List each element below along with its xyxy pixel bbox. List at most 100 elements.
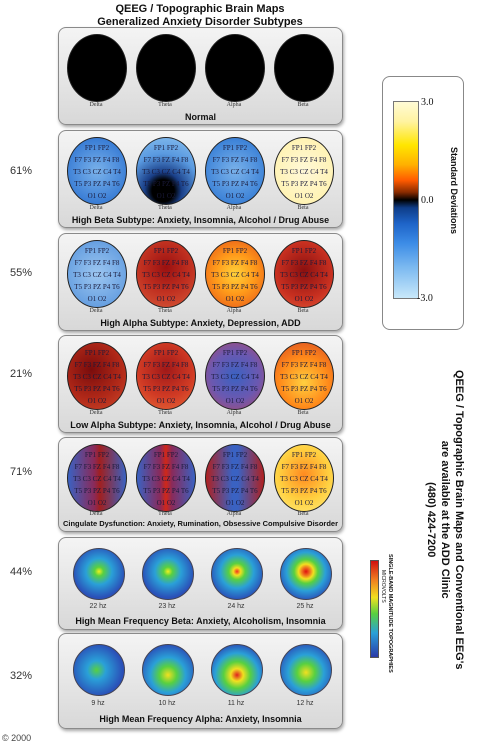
electrode-labels: F7 F3 FZ F4 F8	[212, 156, 258, 164]
topo-map-12hz	[280, 644, 332, 696]
electrode-labels: O1 O2	[225, 192, 245, 200]
electrode-labels: O1 O2	[294, 192, 314, 200]
electrode-labels: FP1 FP2	[222, 451, 248, 459]
frequency-label: 12 hz	[296, 700, 314, 707]
title-line-2: Generalized Anxiety Disorder Subtypes	[97, 16, 303, 28]
color-scale-bar	[393, 101, 419, 299]
electrode-labels: O1 O2	[225, 295, 245, 303]
band-label: Beta	[297, 102, 309, 108]
scale-mid: 0.0	[421, 195, 434, 206]
topo-map-25hz	[280, 548, 332, 600]
band-label: Beta	[297, 205, 309, 211]
electrode-labels: T3 C3 CZ C4 T4	[211, 475, 259, 483]
electrode-labels: F7 F3 FZ F4 F8	[212, 259, 258, 267]
electrode-labels: T5 P3 PZ P4 T6	[281, 487, 327, 495]
brain-map-alpha	[205, 34, 265, 102]
electrode-labels: O1 O2	[156, 192, 176, 200]
electrode-labels: T3 C3 CZ C4 T4	[73, 373, 121, 381]
electrode-labels: T3 C3 CZ C4 T4	[211, 271, 259, 279]
panel-caption: Low Alpha Subtype: Anxiety, Insomnia, Al…	[70, 420, 331, 430]
electrode-labels: O1 O2	[87, 397, 107, 405]
frequency-label: 10 hz	[158, 700, 176, 707]
panel-caption: High Beta Subtype: Anxiety, Insomnia, Al…	[71, 215, 330, 225]
electrode-labels: T3 C3 CZ C4 T4	[142, 271, 190, 279]
brain-map-alpha: FP1 FP2 F7 F3 FZ F4 F8 T3 C3 CZ C4 T4 T5 P3…	[205, 342, 265, 410]
subtype-percent: 44%	[10, 566, 33, 578]
electrode-labels: T5 P3 PZ P4 T6	[143, 283, 189, 291]
electrode-labels: T5 P3 PZ P4 T6	[212, 385, 258, 393]
electrode-labels: T3 C3 CZ C4 T4	[142, 373, 190, 381]
topo-map-22hz	[73, 548, 125, 600]
electrode-labels: O1 O2	[87, 499, 107, 507]
subtype-percent: 71%	[10, 466, 33, 478]
magnitude-color-bar	[370, 560, 379, 658]
electrode-labels: T3 C3 CZ C4 T4	[73, 168, 121, 176]
brain-map-theta: FP1 FP2 F7 F3 FZ F4 F8 T3 C3 CZ C4 T4 T5 P3…	[136, 342, 196, 410]
electrode-labels: FP1 FP2	[153, 451, 179, 459]
electrode-labels: T5 P3 PZ P4 T6	[74, 180, 120, 188]
frequency-label: 11 hz	[227, 700, 245, 707]
electrode-labels: T3 C3 CZ C4 T4	[73, 475, 121, 483]
electrode-labels: T3 C3 CZ C4 T4	[211, 373, 259, 381]
electrode-labels: O1 O2	[294, 397, 314, 405]
electrode-labels: T5 P3 PZ P4 T6	[281, 180, 327, 188]
band-label: Delta	[89, 511, 103, 517]
electrode-labels: F7 F3 FZ F4 F8	[212, 361, 258, 369]
band-label: Alpha	[226, 511, 242, 517]
electrode-labels: FP1 FP2	[84, 349, 110, 357]
electrode-labels: FP1 FP2	[84, 247, 110, 255]
brain-map-delta: FP1 FP2 F7 F3 FZ F4 F8 T3 C3 CZ C4 T4 T5 P3…	[67, 240, 127, 308]
electrode-labels: T3 C3 CZ C4 T4	[73, 271, 121, 279]
electrode-labels: T5 P3 PZ P4 T6	[74, 487, 120, 495]
electrode-labels: T5 P3 PZ P4 T6	[212, 180, 258, 188]
electrode-labels: O1 O2	[294, 295, 314, 303]
band-label: Alpha	[226, 205, 242, 211]
brain-map-beta: FP1 FP2 F7 F3 FZ F4 F8 T3 C3 CZ C4 T4 T5 P3…	[274, 342, 334, 410]
brain-map-theta: FP1 FP2 F7 F3 FZ F4 F8 T3 C3 CZ C4 T4 T5 P3…	[136, 444, 196, 512]
band-label: Alpha	[226, 102, 242, 108]
electrode-labels: O1 O2	[156, 295, 176, 303]
panel-caption: Cingulate Dysfunction: Anxiety, Ruminati…	[62, 519, 339, 528]
page-title: QEEG / Topographic Brain Maps Generalize…	[60, 3, 340, 29]
electrode-labels: O1 O2	[87, 192, 107, 200]
electrode-labels: FP1 FP2	[222, 349, 248, 357]
electrode-labels: F7 F3 FZ F4 F8	[281, 463, 327, 471]
frequency-label: 25 hz	[296, 603, 314, 610]
electrode-labels: F7 F3 FZ F4 F8	[143, 463, 189, 471]
electrode-labels: T5 P3 PZ P4 T6	[143, 385, 189, 393]
electrode-labels: FP1 FP2	[291, 247, 317, 255]
topo-map-10hz	[142, 644, 194, 696]
title-line-1: QEEG / Topographic Brain Maps	[115, 3, 285, 15]
panel-mean-freq-alpha: 9 hz 10 hz 11 hz 12 hz High Mean Frequen…	[58, 633, 343, 729]
band-label: Beta	[297, 410, 309, 416]
electrode-labels: FP1 FP2	[84, 451, 110, 459]
electrode-labels: T3 C3 CZ C4 T4	[280, 373, 328, 381]
electrode-labels: F7 F3 FZ F4 F8	[212, 463, 258, 471]
electrode-labels: F7 F3 FZ F4 F8	[143, 361, 189, 369]
electrode-labels: F7 F3 FZ F4 F8	[281, 361, 327, 369]
electrode-labels: O1 O2	[87, 295, 107, 303]
electrode-labels: F7 F3 FZ F4 F8	[74, 361, 120, 369]
electrode-labels: F7 F3 FZ F4 F8	[143, 156, 189, 164]
panel-caption: High Mean Frequency Beta: Anxiety, Alcoh…	[75, 616, 326, 626]
electrode-labels: FP1 FP2	[153, 247, 179, 255]
band-label: Alpha	[226, 410, 242, 416]
electrode-labels: T5 P3 PZ P4 T6	[281, 283, 327, 291]
band-label: Theta	[158, 102, 172, 108]
magnitude-legend-title: SINGLE-BAND MAGNITUDE TOPOGRAPHIES	[387, 554, 393, 673]
frequency-label: 22 hz	[89, 603, 107, 610]
electrode-labels: O1 O2	[294, 499, 314, 507]
copyright: © 2000	[2, 733, 32, 743]
electrode-labels: T3 C3 CZ C4 T4	[280, 271, 328, 279]
panel-high-beta: FP1 FP2 F7 F3 FZ F4 F8 T3 C3 CZ C4 T4 T5 P3…	[58, 130, 343, 228]
panel-caption: Normal	[184, 112, 216, 122]
panel-mean-freq-beta: 22 hz 23 hz 24 hz 25 hz High Mean Freque…	[58, 537, 343, 630]
electrode-labels: O1 O2	[225, 397, 245, 405]
electrode-labels: T5 P3 PZ P4 T6	[281, 385, 327, 393]
panel-cingulate: FP1 FP2 F7 F3 FZ F4 F8 T3 C3 CZ C4 T4 T5 P3…	[58, 437, 343, 532]
brain-map-alpha: FP1 FP2 F7 F3 FZ F4 F8 T3 C3 CZ C4 T4 T5 P3…	[205, 137, 265, 205]
electrode-labels: FP1 FP2	[291, 451, 317, 459]
electrode-labels: T3 C3 CZ C4 T4	[142, 475, 190, 483]
electrode-labels: F7 F3 FZ F4 F8	[74, 463, 120, 471]
band-label: Theta	[158, 308, 172, 314]
